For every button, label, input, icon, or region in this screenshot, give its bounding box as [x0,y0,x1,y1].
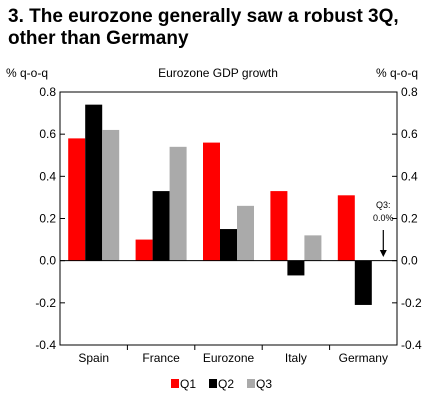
legend-swatch-q3 [247,379,255,388]
annotation-line2: 0.0% [373,213,394,223]
y-tick-label-left: 0.0 [39,254,56,268]
bar-q2-italy [287,260,305,276]
bar-q3-eurozone [237,205,254,261]
y-tick-label-right: 0.2 [401,212,418,226]
x-tick-label: France [142,351,180,365]
y-tick-label-right: 0.6 [401,127,418,141]
y-tick-label-right: 0.8 [401,85,418,99]
y-tick-label-right: -0.4 [401,338,422,352]
right-axis-label: % q-o-q [376,66,418,80]
bar-q2-spain [85,104,103,261]
bar-q1-eurozone [203,142,220,261]
legend-label-q1: Q1 [180,377,196,391]
bar-q1-italy [270,191,288,261]
annotation-line1: Q3: [376,200,391,210]
plot-area: -0.4 -0.4 -0.2 -0.2 0.0 0.0 0.2 0.2 0.4 0.4 0.6 0.6… [35,85,422,365]
bar-q1-france [135,239,153,261]
legend-swatch-q2 [209,379,217,388]
y-tick-label-left: 0.4 [39,169,56,183]
bar-q1-germany [337,195,355,261]
y-tick-label-left: 0.2 [39,212,56,226]
y-tick-label-right: 0.4 [401,169,418,183]
y-tick-label-left: 0.8 [39,85,56,99]
bar-q3-france [169,146,187,261]
left-axis-label: % q-o-q [6,66,48,80]
bar-q3-italy [304,235,322,261]
y-tick-label-left: -0.2 [35,296,56,310]
x-tick-label: Spain [78,351,109,365]
x-tick-label: Italy [285,351,307,365]
x-tick-label: Eurozone [203,351,255,365]
bar-q3-spain [102,129,120,261]
y-tick-label-left: 0.6 [39,127,56,141]
bar-q1-spain [68,138,86,261]
y-tick-label-left: -0.4 [35,338,56,352]
legend-label-q2: Q2 [218,377,234,391]
bar-q2-eurozone [220,229,237,261]
y-tick-label-right: -0.2 [401,296,422,310]
x-tick-label: Germany [339,351,388,365]
annotation-arrowhead [379,250,387,257]
chart-title: Eurozone GDP growth [158,66,278,80]
legend-swatch-q1 [171,379,179,388]
bar-q2-germany [354,260,372,305]
legend-label-q3: Q3 [256,377,272,391]
bar-q2-france [152,191,170,261]
legend: Q1 Q2 Q3 [171,377,272,391]
y-tick-label-right: 0.0 [401,254,418,268]
chart-heading: 3. The eurozone generally saw a robust 3… [8,6,399,49]
